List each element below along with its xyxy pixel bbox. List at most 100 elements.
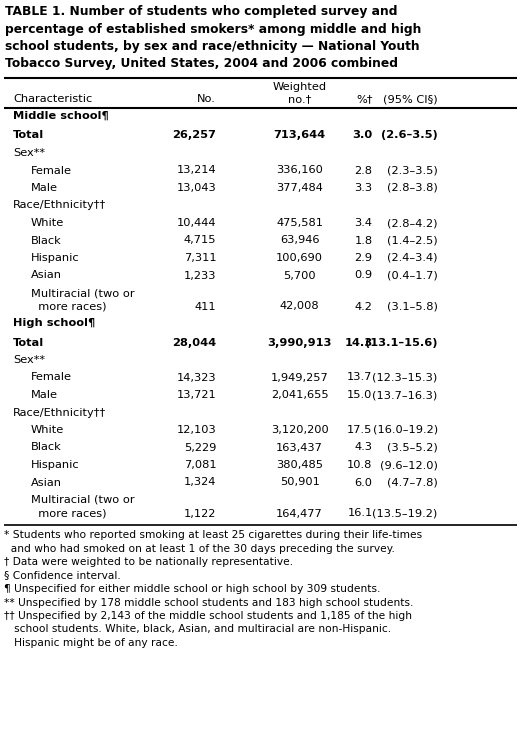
Text: 0.9: 0.9 [354,270,373,280]
Text: 1.8: 1.8 [354,235,373,246]
Text: more races): more races) [31,509,106,518]
Text: 3.4: 3.4 [354,218,373,228]
Text: Characteristic: Characteristic [13,94,92,104]
Text: Male: Male [31,183,58,193]
Text: 4,715: 4,715 [184,235,216,246]
Text: Female: Female [31,166,72,175]
Text: (4.7–7.8): (4.7–7.8) [387,478,438,488]
Text: 63,946: 63,946 [280,235,319,246]
Text: 28,044: 28,044 [172,338,216,348]
Text: Hispanic might be of any race.: Hispanic might be of any race. [4,638,178,648]
Text: 17.5: 17.5 [347,425,373,435]
Text: (0.4–1.7): (0.4–1.7) [387,270,438,280]
Text: 5,700: 5,700 [283,270,316,280]
Text: Asian: Asian [31,270,62,280]
Text: 4.2: 4.2 [355,302,373,312]
Text: 12,103: 12,103 [177,425,216,435]
Text: 10,444: 10,444 [177,218,216,228]
Text: 42,008: 42,008 [280,302,319,312]
Text: 5,229: 5,229 [184,443,216,452]
Text: (13.1–15.6): (13.1–15.6) [365,338,438,348]
Text: † Data were weighted to be nationally representative.: † Data were weighted to be nationally re… [4,557,293,567]
Text: 7,081: 7,081 [183,460,216,470]
Text: 1,233: 1,233 [184,270,216,280]
Text: 713,644: 713,644 [274,130,326,141]
Text: more races): more races) [31,302,106,312]
Text: (9.6–12.0): (9.6–12.0) [380,460,438,470]
Text: 377,484: 377,484 [276,183,323,193]
Text: (2.8–3.8): (2.8–3.8) [387,183,438,193]
Text: Weighted: Weighted [272,82,327,92]
Text: White: White [31,218,64,228]
Text: 14.3: 14.3 [344,338,373,348]
Text: school students, by sex and race/ethnicity — National Youth: school students, by sex and race/ethnici… [5,40,419,53]
Text: 2.8: 2.8 [354,166,373,175]
Text: 100,690: 100,690 [276,253,323,263]
Text: Race/Ethnicity††: Race/Ethnicity†† [13,201,106,210]
Text: 411: 411 [194,302,216,312]
Text: †† Unspecified by 2,143 of the middle school students and 1,185 of the high: †† Unspecified by 2,143 of the middle sc… [4,611,412,621]
Text: 1,324: 1,324 [184,478,216,488]
Text: Black: Black [31,235,62,246]
Text: (2.4–3.4): (2.4–3.4) [387,253,438,263]
Text: 13,214: 13,214 [177,166,216,175]
Text: Hispanic: Hispanic [31,253,80,263]
Text: ** Unspecified by 178 middle school students and 183 high school students.: ** Unspecified by 178 middle school stud… [4,598,413,607]
Text: (95% CI§): (95% CI§) [383,94,438,104]
Text: 3,990,913: 3,990,913 [267,338,332,348]
Text: Female: Female [31,372,72,383]
Text: 2,041,655: 2,041,655 [271,390,328,400]
Text: %†: %† [356,94,373,104]
Text: 164,477: 164,477 [276,509,323,518]
Text: 13.7: 13.7 [347,372,373,383]
Text: 16.1: 16.1 [348,509,373,518]
Text: 3,120,200: 3,120,200 [271,425,328,435]
Text: 336,160: 336,160 [276,166,323,175]
Text: Black: Black [31,443,62,452]
Text: High school¶: High school¶ [13,318,95,328]
Text: Male: Male [31,390,58,400]
Text: (1.4–2.5): (1.4–2.5) [387,235,438,246]
Text: school students. White, black, Asian, and multiracial are non-Hispanic.: school students. White, black, Asian, an… [4,625,391,634]
Text: TABLE 1. Number of students who completed survey and: TABLE 1. Number of students who complete… [5,5,398,18]
Text: 26,257: 26,257 [172,130,216,141]
Text: 15.0: 15.0 [347,390,373,400]
Text: No.: No. [197,94,216,104]
Text: 13,043: 13,043 [177,183,216,193]
Text: 163,437: 163,437 [276,443,323,452]
Text: percentage of established smokers* among middle and high: percentage of established smokers* among… [5,22,421,35]
Text: (12.3–15.3): (12.3–15.3) [373,372,438,383]
Text: 1,122: 1,122 [184,509,216,518]
Text: (2.6–3.5): (2.6–3.5) [381,130,438,141]
Text: Asian: Asian [31,478,62,488]
Text: 1,949,257: 1,949,257 [271,372,328,383]
Text: (2.3–3.5): (2.3–3.5) [387,166,438,175]
Text: Tobacco Survey, United States, 2004 and 2006 combined: Tobacco Survey, United States, 2004 and … [5,58,398,70]
Text: (13.7–16.3): (13.7–16.3) [373,390,438,400]
Text: Multiracial (two or: Multiracial (two or [31,495,134,505]
Text: 50,901: 50,901 [280,478,319,488]
Text: Sex**: Sex** [13,148,45,158]
Text: 14,323: 14,323 [177,372,216,383]
Text: (16.0–19.2): (16.0–19.2) [373,425,438,435]
Text: 380,485: 380,485 [276,460,323,470]
Text: (3.1–5.8): (3.1–5.8) [387,302,438,312]
Text: 475,581: 475,581 [276,218,323,228]
Text: White: White [31,425,64,435]
Text: 10.8: 10.8 [347,460,373,470]
Text: § Confidence interval.: § Confidence interval. [4,571,121,580]
Text: (2.8–4.2): (2.8–4.2) [387,218,438,228]
Text: no.†: no.† [288,94,311,104]
Text: * Students who reported smoking at least 25 cigarettes during their life-times: * Students who reported smoking at least… [4,530,422,540]
Text: 3.0: 3.0 [352,130,373,141]
Text: Total: Total [13,130,44,141]
Text: Multiracial (two or: Multiracial (two or [31,288,134,298]
Text: Total: Total [13,338,44,348]
Text: 6.0: 6.0 [354,478,373,488]
Text: Middle school¶: Middle school¶ [13,111,109,121]
Text: (13.5–19.2): (13.5–19.2) [373,509,438,518]
Text: ¶ Unspecified for either middle school or high school by 309 students.: ¶ Unspecified for either middle school o… [4,584,380,594]
Text: 2.9: 2.9 [354,253,373,263]
Text: 3.3: 3.3 [354,183,373,193]
Text: 7,311: 7,311 [183,253,216,263]
